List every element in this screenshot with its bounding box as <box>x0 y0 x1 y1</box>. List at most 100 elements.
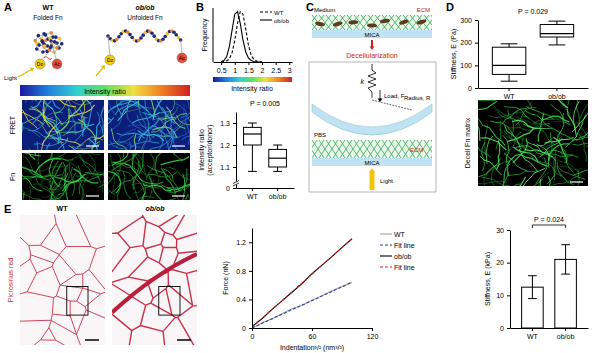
arrow-head <box>370 168 375 172</box>
fn-bead <box>60 42 64 46</box>
median <box>269 158 287 159</box>
fiber <box>129 153 133 156</box>
fn-backbone <box>35 33 61 52</box>
legend: WTFit lineob/obFit line <box>380 231 415 271</box>
mesh-fiber <box>368 15 380 30</box>
scale-bar <box>570 181 583 182</box>
group-label: ob/ob <box>145 205 165 212</box>
tick-label: 2 <box>261 67 265 74</box>
tick-mark <box>372 328 373 331</box>
fiber <box>537 144 550 168</box>
fiber <box>38 100 50 110</box>
group-label: WT <box>43 4 55 11</box>
plot-area <box>221 12 262 62</box>
state-label: Folded Fn <box>33 14 63 21</box>
fn-bead <box>43 44 47 48</box>
fn-bead <box>150 32 154 36</box>
diagram-label: Radius, R <box>404 95 431 101</box>
linker <box>108 36 110 56</box>
series-line <box>252 239 352 328</box>
tick-mark <box>556 88 557 91</box>
series-line <box>252 239 352 327</box>
fiber <box>478 100 496 101</box>
probe-label: Ac <box>179 55 185 61</box>
fiber <box>561 147 573 173</box>
fiber <box>113 141 142 148</box>
panel-label: E <box>4 203 11 215</box>
fiber <box>108 170 114 194</box>
frame <box>309 62 436 192</box>
mesh-fiber <box>340 140 352 158</box>
tick: 0.8 <box>236 268 252 275</box>
arrow-shaft <box>380 90 381 99</box>
fiber <box>534 119 563 124</box>
fret-probe <box>177 53 187 63</box>
fiber <box>580 100 588 119</box>
mesh-fiber <box>389 15 401 30</box>
tick-label: 1.3 <box>220 120 230 127</box>
tick: 2.5 <box>271 62 281 74</box>
mesh-fiber <box>333 15 345 30</box>
mesh-fiber <box>354 140 366 158</box>
scale-bar <box>85 339 99 341</box>
axis: WTob/ob <box>237 188 295 200</box>
fn-bead <box>33 39 37 43</box>
tick-mark <box>233 123 236 124</box>
fn-bead <box>40 39 44 43</box>
fiber <box>38 100 61 109</box>
tick: 30 <box>496 227 510 234</box>
tick-label: WT <box>527 333 539 340</box>
arrow-shaft <box>18 69 31 77</box>
tick-label: 300 <box>460 17 472 24</box>
tick-mark <box>475 43 478 44</box>
fiber <box>153 167 167 192</box>
fiber <box>542 116 570 122</box>
scale-bar <box>86 195 99 196</box>
fn-bead <box>41 50 45 54</box>
axis-line <box>236 113 237 189</box>
mica <box>312 30 432 38</box>
tick-label: 30 <box>496 227 504 234</box>
tick-mark <box>249 328 252 329</box>
fiber <box>558 167 585 179</box>
tick-label: WT <box>504 93 516 100</box>
ecm-mesh <box>312 140 432 158</box>
fiber <box>573 143 588 146</box>
fiber <box>76 174 101 184</box>
whisker-cap <box>248 171 257 172</box>
axis-title: Stiffness, E (kPa) <box>484 252 492 306</box>
error-cap <box>528 275 537 276</box>
error-bar <box>532 276 533 299</box>
mesh-fiber <box>431 140 432 158</box>
tick-mark <box>233 188 236 189</box>
fiber <box>71 167 75 196</box>
fiber <box>34 153 48 155</box>
fiber <box>43 109 58 134</box>
axis-line <box>252 229 253 329</box>
mesh-fiber <box>340 140 352 158</box>
tick-label: 1.2 <box>220 142 230 149</box>
legend-label: WT <box>274 10 284 16</box>
legend-swatch <box>380 255 392 256</box>
median <box>540 33 573 34</box>
tick: 0 <box>500 325 510 332</box>
fiber <box>102 164 104 192</box>
diagram-label: ECM <box>410 147 423 153</box>
legend-label: WT <box>394 231 406 238</box>
fiber <box>516 117 542 131</box>
tick: 0 <box>251 328 255 340</box>
colorbar <box>213 77 292 82</box>
inset-box <box>159 287 180 316</box>
series-line <box>252 282 352 328</box>
fiber <box>68 105 95 116</box>
legend-swatch <box>260 11 272 12</box>
mesh-fiber <box>417 15 429 30</box>
fiber <box>117 133 145 138</box>
tick-label: 0.4 <box>236 296 246 303</box>
fiber <box>66 101 94 106</box>
axis-line <box>213 8 214 62</box>
fiber <box>478 124 479 146</box>
tick-label: 3 <box>288 67 292 74</box>
fn-bead <box>58 37 62 41</box>
fiber <box>164 153 183 161</box>
